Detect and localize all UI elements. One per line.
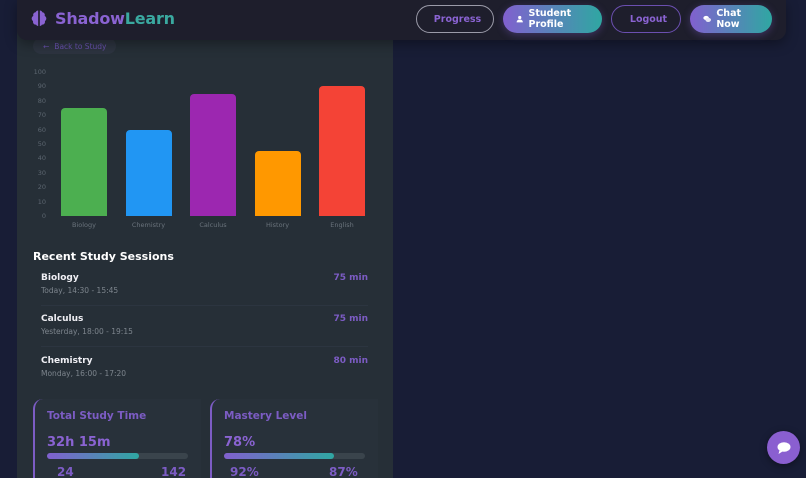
logo-text-shadow: Shadow [55,8,125,28]
x-axis-label: Biology [72,221,96,229]
y-axis-tick: 60 [37,125,46,134]
nav-buttons: Progress Student Profile Logout Chat Now [416,5,772,33]
back-to-study-link[interactable]: ← Back to Study [33,38,117,54]
total-study-time-card: Total Study Time 32h 15m 24 142 [33,399,201,478]
card-sub-value-right: 87% [329,465,358,478]
mastery-level-card: Mastery Level 78% 92% 87% [210,399,378,478]
progress-fill [224,453,334,459]
session-item[interactable]: Chemistry Monday, 16:00 - 17:20 80 min [41,356,368,392]
student-profile-label: Student Profile [528,8,572,30]
y-axis-tick: 100 [33,68,46,76]
card-sub-value-left: 24 [57,465,74,478]
user-icon [516,15,523,23]
y-axis-tick: 50 [37,140,46,148]
session-item[interactable]: Biology Today, 14:30 - 15:45 75 min [41,273,368,309]
chat-now-label: Chat Now [716,8,742,30]
y-axis-tick: 40 [37,154,46,163]
logo[interactable]: ShadowLearn [29,8,175,28]
x-axis-label: English [330,221,354,229]
bar-chemistry[interactable] [125,129,172,216]
chat-now-button[interactable]: Chat Now [690,5,772,33]
session-subject: Chemistry [41,356,93,366]
logout-label: Logout [629,13,668,25]
y-axis-tick: 70 [37,111,46,120]
chat-bubble-icon [777,441,790,454]
y-axis-tick: 80 [37,96,46,105]
y-axis-tick: 20 [37,183,46,192]
y-axis-tick: 0 [41,212,46,220]
session-time: Today, 14:30 - 15:45 [41,286,119,295]
subject-progress-chart: 0 10 20 30 40 50 60 70 80 90 100 Biology Chemistry Ca… [30,66,375,236]
card-sub-value-right: 142 [161,465,187,478]
back-to-study-label: Back to Study [54,41,107,51]
x-axis-label: Chemistry [131,221,166,229]
divider [41,305,368,306]
session-subject: Calculus [41,314,84,324]
progress-bar [224,453,365,459]
progress-panel [17,0,393,478]
arrow-left-icon: ← [43,41,50,51]
session-duration: 80 min [333,356,368,366]
progress-fill [47,453,139,459]
session-duration: 75 min [333,273,368,283]
session-subject: Biology [41,273,79,283]
logo-text-learn: Learn [124,8,175,28]
top-navbar: ShadowLearn Progress Student Profile Log… [17,0,786,40]
floating-chat-button[interactable] [767,431,800,464]
session-item[interactable]: Calculus Yesterday, 18:00 - 19:15 75 min [41,314,368,350]
student-profile-button[interactable]: Student Profile [503,5,602,33]
bar-calculus[interactable] [190,93,236,216]
session-duration: 75 min [333,314,368,324]
card-value: 78% [224,435,256,450]
logout-button[interactable]: Logout [611,5,681,33]
x-axis-label: Calculus [199,221,227,229]
y-axis-tick: 10 [37,197,46,206]
session-time: Yesterday, 18:00 - 19:15 [41,327,133,336]
card-title: Total Study Time [47,410,147,422]
x-axis-label: History [265,221,290,229]
y-axis-tick: 30 [37,168,46,177]
card-sub-value-left: 92% [230,465,259,478]
divider [41,346,368,347]
progress-button[interactable]: Progress [416,5,494,33]
card-title: Mastery Level [224,410,307,422]
card-value: 32h 15m [47,435,111,450]
session-time: Monday, 16:00 - 17:20 [41,369,127,378]
progress-label: Progress [433,13,482,25]
bar-history[interactable] [254,151,301,216]
recent-sessions-title: Recent Study Sessions [33,250,174,263]
progress-bar [47,453,188,459]
bar-biology[interactable] [61,108,107,216]
comments-icon [703,15,711,22]
y-axis-tick: 90 [37,82,46,91]
bar-english[interactable] [319,86,365,216]
logo-text: ShadowLearn [55,9,175,28]
brain-icon [31,10,47,27]
